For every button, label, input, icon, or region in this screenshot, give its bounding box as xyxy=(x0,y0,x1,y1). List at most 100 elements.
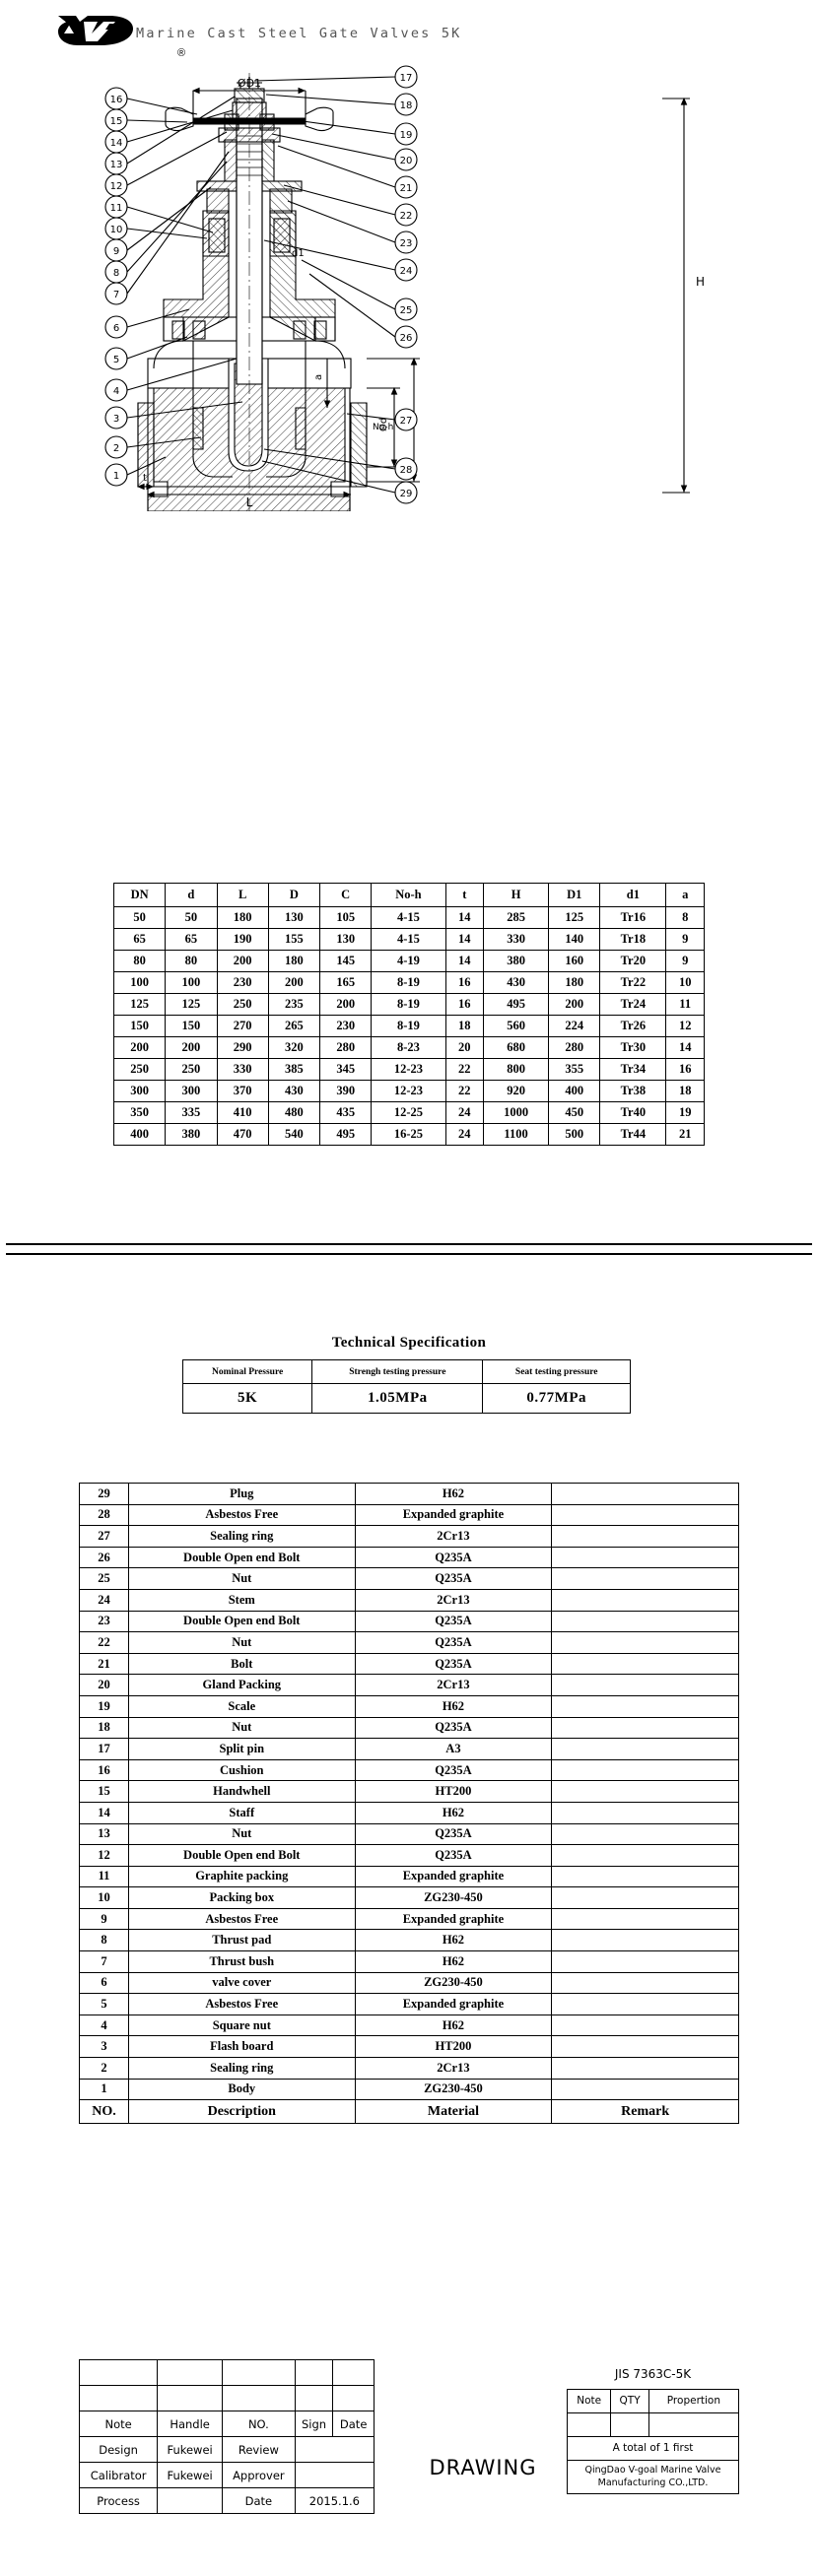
dim-col-t: t xyxy=(444,883,485,907)
revision-row-empty-1 xyxy=(78,2359,375,2386)
dimension-cell: Tr24 xyxy=(599,993,667,1016)
tech-spec-value-row: 5K 1.05MPa 0.77MPa xyxy=(181,1383,631,1414)
dimension-cell: 200 xyxy=(112,1036,167,1059)
bom-material-header: Material xyxy=(354,2099,553,2125)
bom-row: 7 Thrust bush H62 xyxy=(79,1950,739,1973)
qty-header-qty: QTY xyxy=(610,2388,649,2413)
dimension-cell: 80 xyxy=(165,950,218,972)
bom-no: 5 xyxy=(79,1993,129,2015)
dimension-cell: 18 xyxy=(665,1080,705,1102)
bom-row: 22 Nut Q235A xyxy=(79,1631,739,1654)
bom-remark xyxy=(551,1588,739,1612)
dimension-cell: 200 xyxy=(319,993,373,1016)
vgoal-logo: ® xyxy=(54,12,185,59)
dimension-table-row: 400 380 470 540 495 16-25 24 1100 500 Tr44 21 xyxy=(112,1123,705,1146)
dimension-cell: 180 xyxy=(267,950,321,972)
svg-text:12: 12 xyxy=(110,181,123,192)
bom-row: 25 Nut Q235A xyxy=(79,1567,739,1590)
standard-block: JIS 7363C-5K Note QTY Propertion A total… xyxy=(566,2359,740,2494)
dimension-cell: 355 xyxy=(548,1058,601,1081)
rev-cell xyxy=(294,2385,334,2411)
dimension-cell: 180 xyxy=(548,971,601,994)
dimension-cell: 18 xyxy=(444,1015,485,1037)
tech-spec-value-cell: 0.77MPa xyxy=(482,1383,631,1414)
bom-material: 2Cr13 xyxy=(354,1674,553,1696)
bom-description: Gland Packing xyxy=(127,1674,356,1696)
dimension-cell: Tr34 xyxy=(599,1058,667,1081)
dimension-cell: 130 xyxy=(267,906,321,929)
bom-description: Nut xyxy=(127,1567,356,1590)
dimension-cell: 224 xyxy=(548,1015,601,1037)
revision-block: Note Handle NO. Sign Date Design Fukewei… xyxy=(78,2359,375,2514)
bom-no: 18 xyxy=(79,1716,129,1740)
bom-material: 2Cr13 xyxy=(354,2057,553,2080)
bom-row: 4 Square nut H62 xyxy=(79,2014,739,2037)
dimension-cell: 500 xyxy=(548,1123,601,1146)
dimension-cell: 105 xyxy=(319,906,373,929)
bom-description: Double Open end Bolt xyxy=(127,1844,356,1867)
dimension-cell: 8-19 xyxy=(371,1015,446,1037)
bom-row: 15 Handwhell HT200 xyxy=(79,1780,739,1803)
svg-text:26: 26 xyxy=(400,333,413,344)
bom-no: 13 xyxy=(79,1822,129,1846)
dimension-cell: Tr44 xyxy=(599,1123,667,1146)
process-label: Process xyxy=(78,2487,159,2514)
process-row: Process Date 2015.1.6 xyxy=(78,2487,375,2514)
dimension-cell: 50 xyxy=(112,906,167,929)
svg-text:5: 5 xyxy=(113,355,119,365)
dimension-cell: 14 xyxy=(665,1036,705,1059)
bom-description: Double Open end Bolt xyxy=(127,1610,356,1633)
standard-row: JIS 7363C-5K xyxy=(567,2359,739,2390)
bom-remark xyxy=(551,1525,739,1548)
bom-no: 4 xyxy=(79,2014,129,2037)
svg-text:25: 25 xyxy=(400,305,413,316)
dimension-cell: 100 xyxy=(112,971,167,994)
dimension-cell: Tr16 xyxy=(599,906,667,929)
bom-remark xyxy=(551,1844,739,1867)
dimension-cell: 100 xyxy=(165,971,218,994)
svg-text:17: 17 xyxy=(400,73,413,84)
bom-row: 18 Nut Q235A xyxy=(79,1716,739,1740)
bom-description: Graphite packing xyxy=(127,1865,356,1888)
tech-spec-value-cell: 5K xyxy=(181,1383,313,1414)
bom-no: 21 xyxy=(79,1652,129,1676)
qty-header-note: Note xyxy=(566,2388,612,2413)
bom-no: 10 xyxy=(79,1886,129,1909)
dimension-cell: 230 xyxy=(216,971,269,994)
dimension-cell: 125 xyxy=(548,906,601,929)
bom-material: Q235A xyxy=(354,1758,553,1782)
dimension-cell: 145 xyxy=(319,950,373,972)
dimension-table-header-row: DN d L D C No-h t H D1 d1 a xyxy=(112,883,705,907)
dimension-cell: 190 xyxy=(216,928,269,951)
dimension-cell: 265 xyxy=(267,1015,321,1037)
dim-col-d: D xyxy=(267,883,321,907)
bom-remark xyxy=(551,1865,739,1888)
dimension-cell: 300 xyxy=(112,1080,167,1102)
bom-row: 20 Gland Packing 2Cr13 xyxy=(79,1674,739,1696)
bom-remark xyxy=(551,1483,739,1505)
dimension-cell: 435 xyxy=(319,1101,373,1124)
svg-text:4: 4 xyxy=(113,386,119,397)
bom-material: Q235A xyxy=(354,1631,553,1654)
dimension-cell: 4-15 xyxy=(371,906,446,929)
bom-remark xyxy=(551,1780,739,1803)
bom-row: 28 Asbestos Free Expanded graphite xyxy=(79,1503,739,1527)
section-divider-bottom xyxy=(6,1253,812,1255)
bom-description: Sealing ring xyxy=(127,1525,356,1548)
bom-material: Q235A xyxy=(354,1652,553,1676)
bom-remark xyxy=(551,1652,739,1676)
qty-header-row: Note QTY Propertion xyxy=(566,2388,740,2413)
svg-text:Ød: Ød xyxy=(377,418,389,431)
bom-description: Flash board xyxy=(127,2035,356,2059)
dimension-cell: 390 xyxy=(319,1080,373,1102)
bom-material: 2Cr13 xyxy=(354,1525,553,1548)
dimension-cell: 80 xyxy=(112,950,167,972)
bom-material: H62 xyxy=(354,1483,553,1505)
tech-spec-value-cell: 1.05MPa xyxy=(311,1383,484,1414)
bom-row: 16 Cushion Q235A xyxy=(79,1758,739,1782)
dimension-cell: 22 xyxy=(444,1058,485,1081)
dimension-cell: 470 xyxy=(216,1123,269,1146)
dimension-cell: 335 xyxy=(165,1101,218,1124)
bom-row: 1 Body ZG230-450 xyxy=(79,2078,739,2101)
dimension-cell: 16 xyxy=(665,1058,705,1081)
